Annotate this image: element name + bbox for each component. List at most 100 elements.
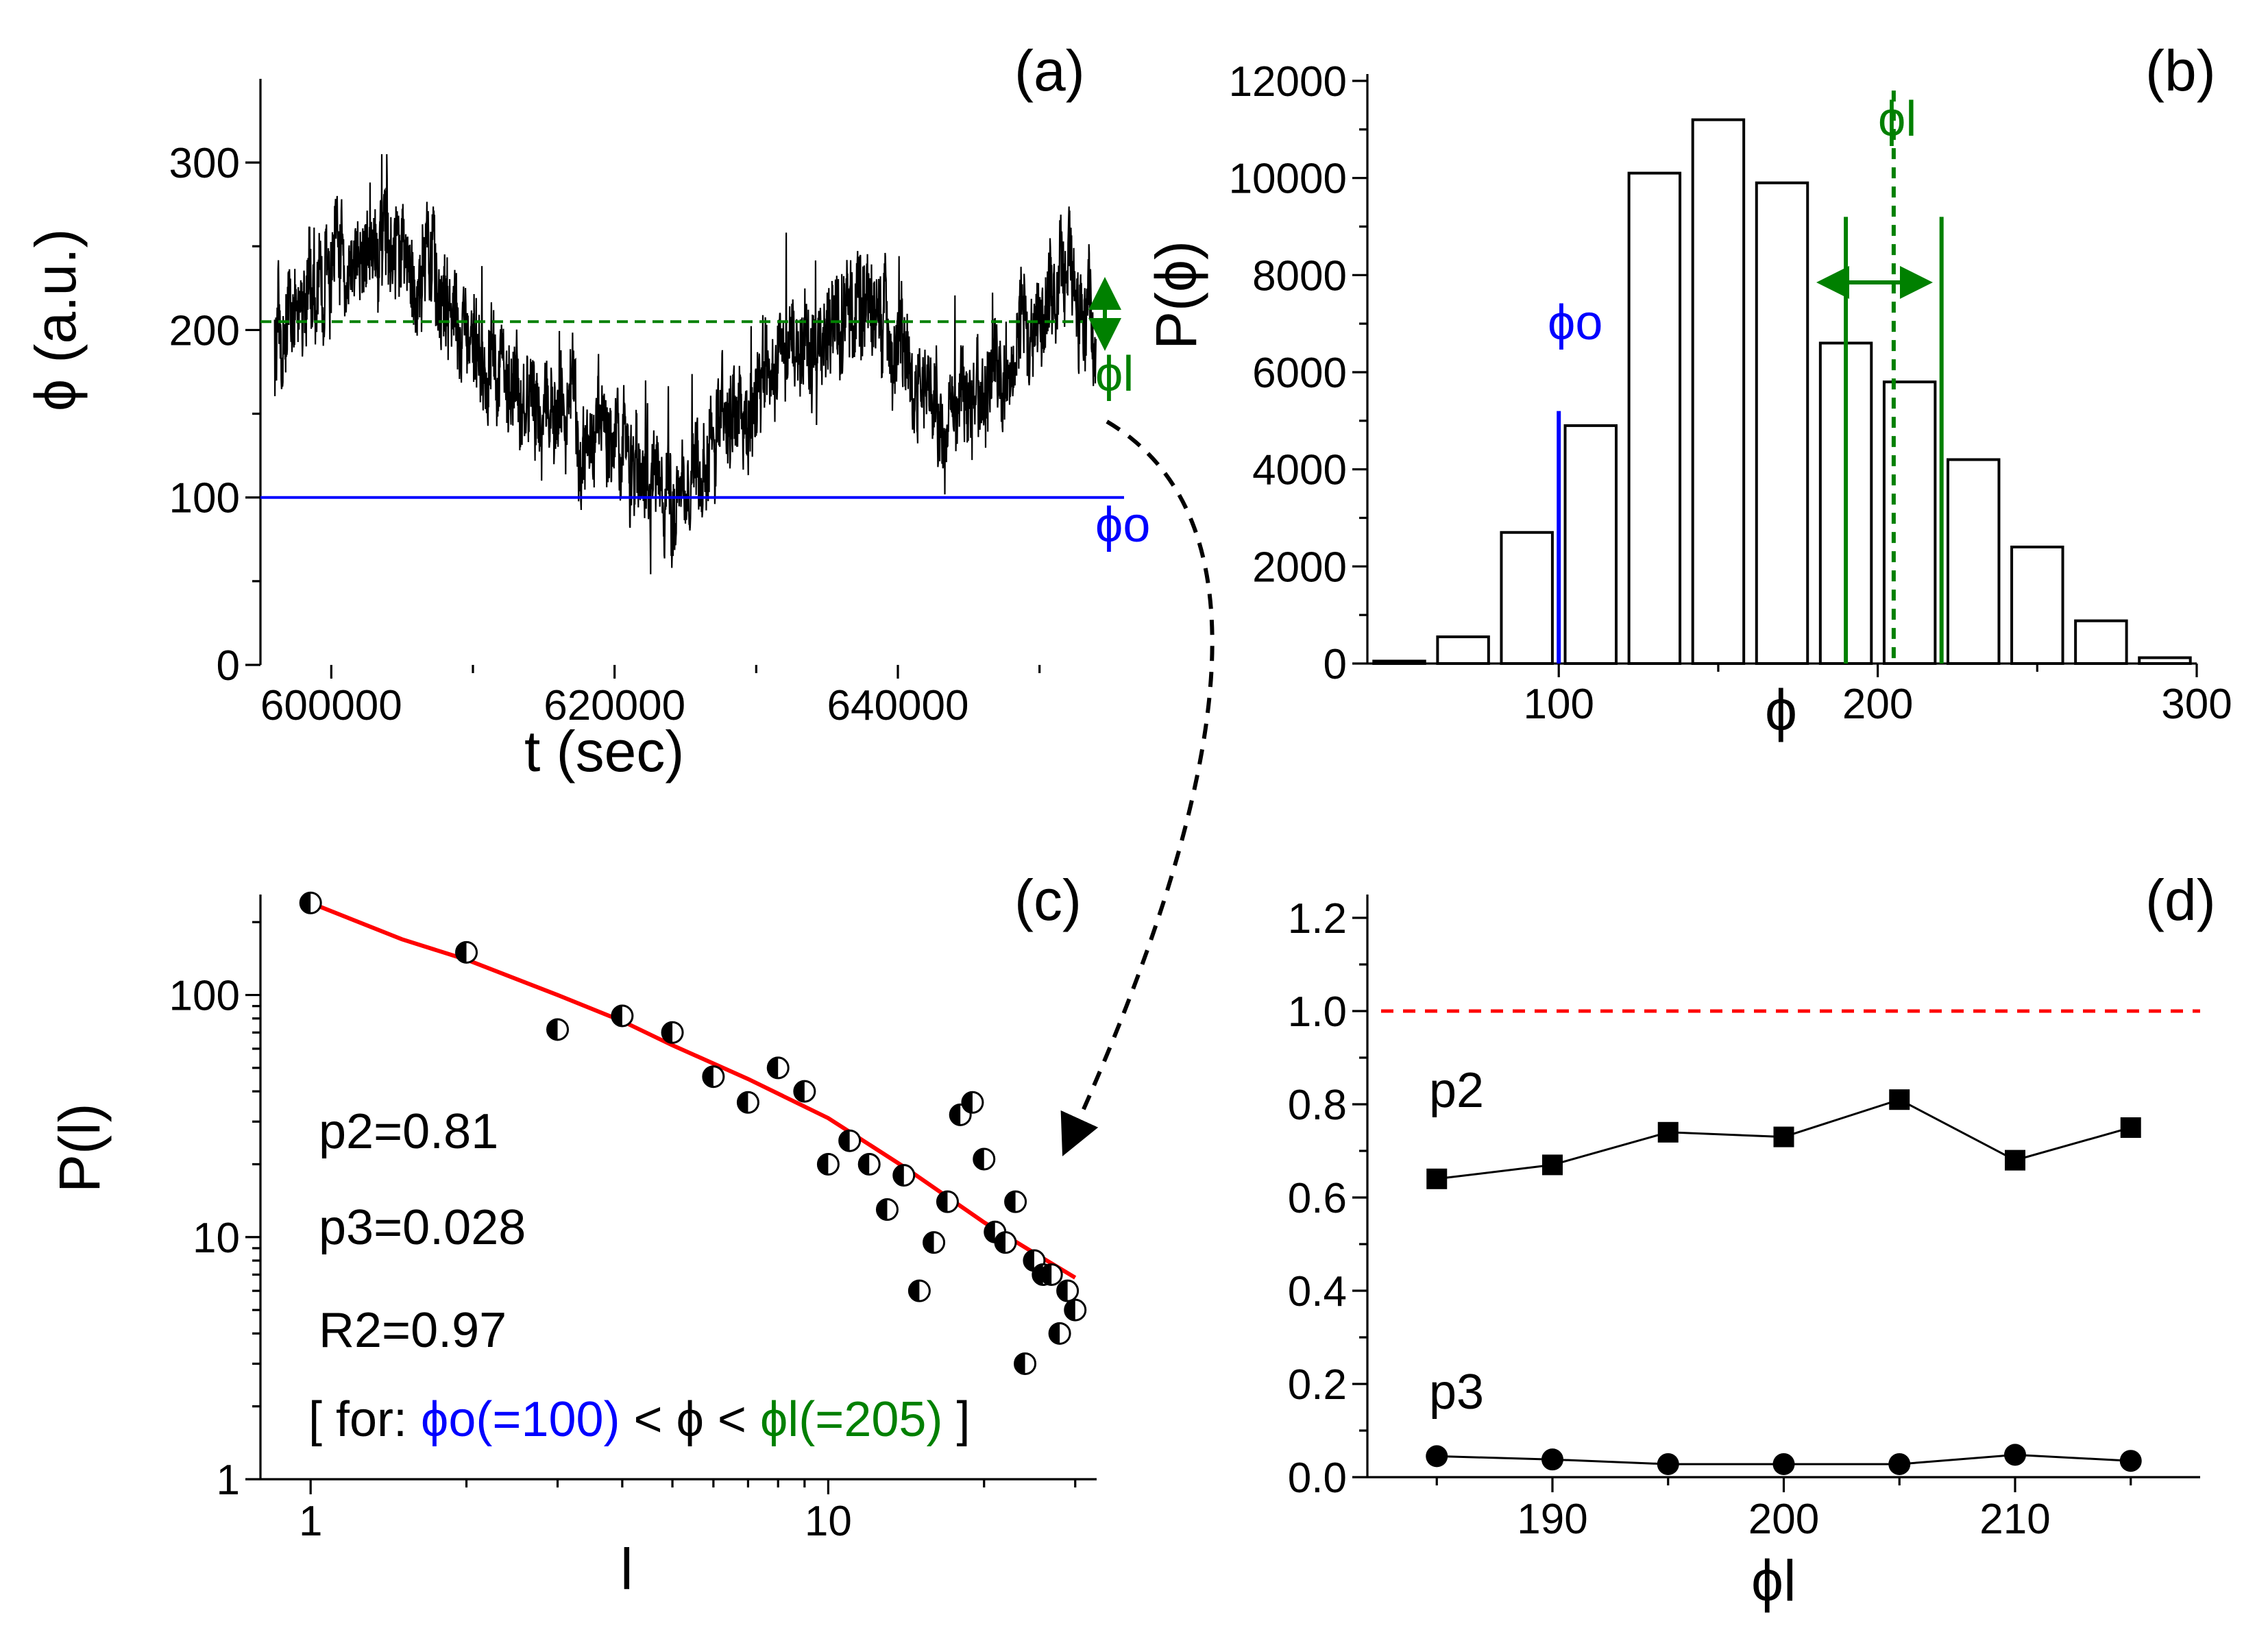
panel-b-ytick-label: 12000: [1229, 58, 1347, 106]
histogram-bar: [1627, 171, 1682, 666]
panel-b-xtick-label: 300: [2161, 681, 2232, 728]
data-point-half: [923, 1232, 934, 1253]
r2-value: R2=0.97: [319, 1303, 507, 1358]
panel-a-xtick-label: 640000: [827, 682, 969, 729]
data-point-half: [859, 1154, 870, 1175]
p3-marker: [1541, 1448, 1563, 1471]
panel-a-label: (a): [1014, 38, 1085, 103]
p2-marker: [2120, 1117, 2141, 1138]
data-point-half: [973, 1148, 984, 1169]
p3-value: p3=0.028: [319, 1200, 526, 1255]
panel-c-points: [299, 891, 1087, 1375]
panel-c-ytick-label: 100: [169, 973, 240, 1020]
panel-a-ytick-label: 100: [169, 475, 240, 522]
data-point-half: [950, 1104, 961, 1126]
data-point-half: [662, 1022, 673, 1043]
panel-a-threshold-lines: [260, 320, 1124, 499]
panel-d-xtick-label: 190: [1517, 1496, 1587, 1543]
p2-marker: [1657, 1121, 1679, 1143]
p2-marker: [2005, 1150, 2025, 1171]
panel-b-label: (b): [2145, 38, 2216, 103]
histogram-bar: [1436, 635, 1490, 666]
panel-a-axes: 0 100 200 300 600000 620000 640000: [169, 79, 1041, 729]
histogram-bar: [1563, 424, 1618, 666]
panel-b-xtick-label: 200: [1842, 681, 1913, 728]
data-point-half: [937, 1191, 948, 1213]
panel-b-xtick-label: 100: [1524, 681, 1594, 728]
data-point-half: [1057, 1280, 1068, 1302]
data-point-half: [909, 1280, 920, 1302]
data-point-half: [737, 1092, 748, 1113]
phi-time-series: [273, 154, 1097, 574]
panel-d-xtick-label: 210: [1979, 1496, 2050, 1543]
histogram-bar: [2010, 546, 2064, 665]
panel-d-ytick-label: 1.0: [1288, 988, 1347, 1036]
data-point-half: [703, 1066, 714, 1087]
panel-d-xlabel: ϕl: [1751, 1548, 1796, 1613]
p3-marker: [1657, 1452, 1679, 1475]
panel-c-axes: 1 10 100 1 10: [169, 895, 1097, 1545]
histogram-bar: [1372, 659, 1426, 665]
data-point-half: [456, 942, 467, 963]
condition-close: ]: [942, 1392, 970, 1447]
panel-a-xtick-label: 620000: [544, 682, 685, 729]
panel-a-ylabel: ϕ (a.u.): [23, 229, 88, 411]
panel-b-ytick-label: 8000: [1252, 252, 1347, 300]
p2-value: p2=0.81: [319, 1104, 498, 1159]
p3-marker: [1426, 1445, 1448, 1468]
p2-marker: [1426, 1168, 1448, 1189]
panel-a-ytick-label: 0: [217, 642, 240, 690]
data-point-half: [962, 1092, 973, 1113]
panel-b-ylabel: P(ϕ): [1144, 241, 1208, 350]
panel-a-xlabel: t (sec): [524, 719, 684, 783]
panel-d-label: (d): [2145, 868, 2216, 932]
connector-arrow: [1060, 420, 1215, 1156]
panel-a-ytick-label: 300: [169, 140, 240, 187]
panel-c: (c) 1 10 100 1 10 l P(l) p2=0.81 p3=0.028 R2…: [47, 868, 1097, 1601]
panel-c-xtick-label: 1: [299, 1498, 322, 1545]
panel-d-ytick-label: 0.2: [1288, 1361, 1347, 1409]
data-point-half: [984, 1221, 995, 1243]
panel-d-ytick-label: 0.6: [1288, 1175, 1347, 1222]
panel-c-ytick-label: 10: [193, 1215, 240, 1262]
p3-series-label: p3: [1429, 1365, 1484, 1420]
condition-phi-o: ϕo(=100): [421, 1392, 620, 1447]
histogram-bar: [1755, 181, 1809, 665]
panel-b-phi-o-label: ϕo: [1548, 295, 1602, 350]
data-point-half: [1049, 1323, 1060, 1344]
panel-b-bars: [1372, 118, 2192, 666]
panel-b-ytick-label: 0: [1324, 641, 1347, 688]
histogram-bar: [1691, 118, 1746, 665]
p2-series-label: p2: [1429, 1063, 1484, 1118]
panel-b-ytick-label: 6000: [1252, 350, 1347, 397]
panel-d-ytick-label: 0.8: [1288, 1082, 1347, 1129]
histogram-bar: [2074, 619, 2128, 666]
panel-a: (a) 0 100 200 300 600000 620000 640000 t (sec)…: [23, 38, 1150, 783]
panel-b-xlabel: ϕ: [1765, 678, 1797, 742]
p2-marker: [1889, 1089, 1910, 1110]
histogram-bar: [1500, 531, 1554, 665]
panel-a-phi-o-label: ϕo: [1095, 498, 1150, 552]
panel-a-trace: [273, 154, 1097, 574]
data-point-half: [818, 1154, 829, 1175]
panel-a-ytick-label: 200: [169, 307, 240, 354]
panel-a-xtick-label: 600000: [260, 682, 402, 729]
panel-d-axes: 0.0 0.2 0.4 0.6 0.8 1.0 1.2 190 200 210: [1288, 895, 2200, 1543]
panel-c-ytick-label: 1: [217, 1457, 240, 1504]
panel-d: (d) 0.0 0.2 0.4 0.6 0.8 1.0 1.2 190 200 210 ϕl p2…: [1288, 868, 2216, 1613]
data-point-half: [1041, 1264, 1052, 1285]
panel-c-xlabel: l: [620, 1537, 633, 1601]
panel-b: (b) 0 2000 4000 6000 8000 10000 12000 100 200 300…: [1144, 38, 2232, 742]
data-point-half: [611, 1006, 622, 1027]
panel-a-phi-l-label: ϕl: [1095, 347, 1134, 402]
panel-b-ytick-label: 10000: [1229, 156, 1347, 203]
data-point-half: [1014, 1353, 1025, 1374]
data-point-half: [1005, 1191, 1016, 1213]
panel-b-ytick-label: 2000: [1252, 544, 1347, 591]
data-point-half: [1023, 1250, 1034, 1272]
data-point-half: [893, 1165, 904, 1186]
p3-marker: [2004, 1444, 2026, 1466]
condition-text: [ for: ϕo(=100) < ϕ < ϕl(=205) ]: [308, 1392, 970, 1447]
panel-d-ytick-label: 0.0: [1288, 1455, 1347, 1502]
